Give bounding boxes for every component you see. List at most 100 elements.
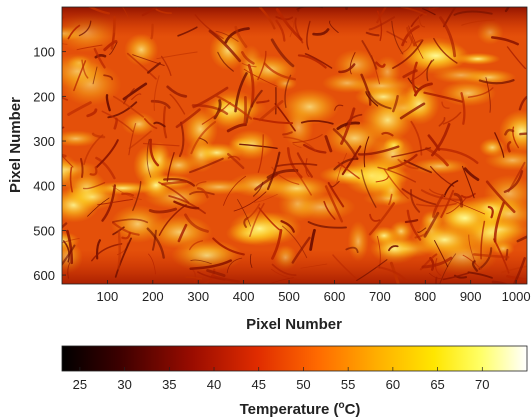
fiber-strand xyxy=(148,253,156,275)
fiber-strand xyxy=(148,207,178,214)
fiber-strand xyxy=(519,132,527,136)
fiber-strand xyxy=(501,265,527,274)
fiber-strand xyxy=(252,193,278,203)
fiber-strand xyxy=(472,253,510,259)
colorbar-tick-label: 65 xyxy=(430,377,444,392)
fiber-strand xyxy=(300,263,328,269)
colorbar xyxy=(61,345,528,372)
fiber-strand xyxy=(425,146,449,167)
fiber-strand xyxy=(247,63,255,108)
fiber-strand xyxy=(91,132,106,139)
fiber-strand xyxy=(112,218,149,224)
fiber-strand xyxy=(446,197,467,215)
fiber-strand xyxy=(146,138,152,178)
fiber-strand xyxy=(62,222,68,229)
fiber-strand xyxy=(87,7,111,15)
fiber-strand xyxy=(234,25,248,48)
fiber-strand xyxy=(389,261,400,284)
fiber-strand xyxy=(441,101,450,109)
x-tick-label: 800 xyxy=(414,289,436,304)
fiber-strand xyxy=(95,239,101,260)
fiber-strand xyxy=(493,201,506,243)
fiber-strand xyxy=(195,181,207,187)
fiber-strand xyxy=(105,94,111,112)
hotspot xyxy=(374,55,401,88)
fiber-strand xyxy=(153,75,160,112)
fiber-strand xyxy=(439,253,457,284)
heatmap-hotspots xyxy=(62,12,527,276)
fiber-strand xyxy=(401,188,437,206)
fiber-strand xyxy=(146,227,165,259)
fiber-strand xyxy=(506,46,527,70)
fiber-strand xyxy=(114,237,132,278)
fiber-strand xyxy=(190,259,212,265)
fiber-strand xyxy=(435,258,442,277)
fiber-strand xyxy=(62,96,69,101)
fiber-strand xyxy=(256,99,270,104)
fiber-strand xyxy=(156,51,198,60)
fiber-strand xyxy=(67,24,81,40)
fiber-strand xyxy=(78,20,92,37)
fiber-strand xyxy=(400,35,413,54)
fiber-strand xyxy=(258,100,284,122)
fiber-strand xyxy=(240,50,255,65)
fiber-strand xyxy=(162,106,168,139)
fiber-strand xyxy=(257,134,264,173)
fiber-strand xyxy=(95,139,119,169)
hotspot xyxy=(274,76,298,91)
colorbar-tick-label: 50 xyxy=(296,377,310,392)
fiber-strand xyxy=(62,43,68,45)
fiber-strand xyxy=(388,245,399,252)
fiber-strand xyxy=(334,104,344,111)
fiber-strand xyxy=(81,59,89,79)
fiber-strand xyxy=(149,138,160,167)
fiber-strand xyxy=(252,117,294,125)
hotspot xyxy=(433,199,497,237)
fiber-strand xyxy=(211,274,240,283)
fiber-strand xyxy=(227,155,241,161)
fiber-strand xyxy=(111,185,142,200)
fiber-strand xyxy=(471,260,479,272)
fiber-strand xyxy=(245,203,261,221)
fiber-strand xyxy=(426,59,435,82)
fiber-strand xyxy=(271,228,283,260)
fiber-strand xyxy=(280,220,295,233)
fiber-strand xyxy=(194,14,224,40)
fiber-strand xyxy=(300,120,334,125)
fiber-strand xyxy=(305,158,310,177)
fiber-strand xyxy=(330,180,340,188)
fiber-strand xyxy=(266,151,281,191)
fiber-strand xyxy=(512,126,520,149)
fiber-strand xyxy=(304,53,333,69)
fiber-strand xyxy=(503,170,524,193)
fiber-strand xyxy=(132,181,142,212)
fiber-strand xyxy=(249,202,265,238)
fiber-strand xyxy=(103,74,114,81)
fiber-strand xyxy=(101,184,117,222)
fiber-strand xyxy=(132,54,165,67)
fiber-strand xyxy=(62,240,70,263)
fiber-strand xyxy=(324,135,333,153)
fiber-strand xyxy=(338,63,356,74)
y-tick-label: 400 xyxy=(33,179,55,194)
hotspot xyxy=(319,165,382,185)
fiber-strand xyxy=(391,147,432,158)
y-tick-label: 500 xyxy=(33,223,55,238)
fiber-strand xyxy=(420,189,463,201)
fiber-strand xyxy=(257,50,267,81)
fiber-strand xyxy=(282,131,293,136)
fiber-strand xyxy=(276,162,318,167)
fiber-strand xyxy=(245,89,263,124)
fiber-strand xyxy=(103,39,118,52)
fiber-strand xyxy=(142,142,180,147)
fiber-strand xyxy=(213,99,222,120)
fiber-strand xyxy=(485,77,491,113)
colorbar-tick-label: 60 xyxy=(386,377,400,392)
fiber-strand xyxy=(62,16,65,21)
fiber-strand xyxy=(224,27,250,44)
fiber-strand xyxy=(360,169,377,208)
fiber-strand xyxy=(190,120,217,155)
fiber-strand xyxy=(76,44,103,51)
fiber-strand xyxy=(337,161,360,180)
